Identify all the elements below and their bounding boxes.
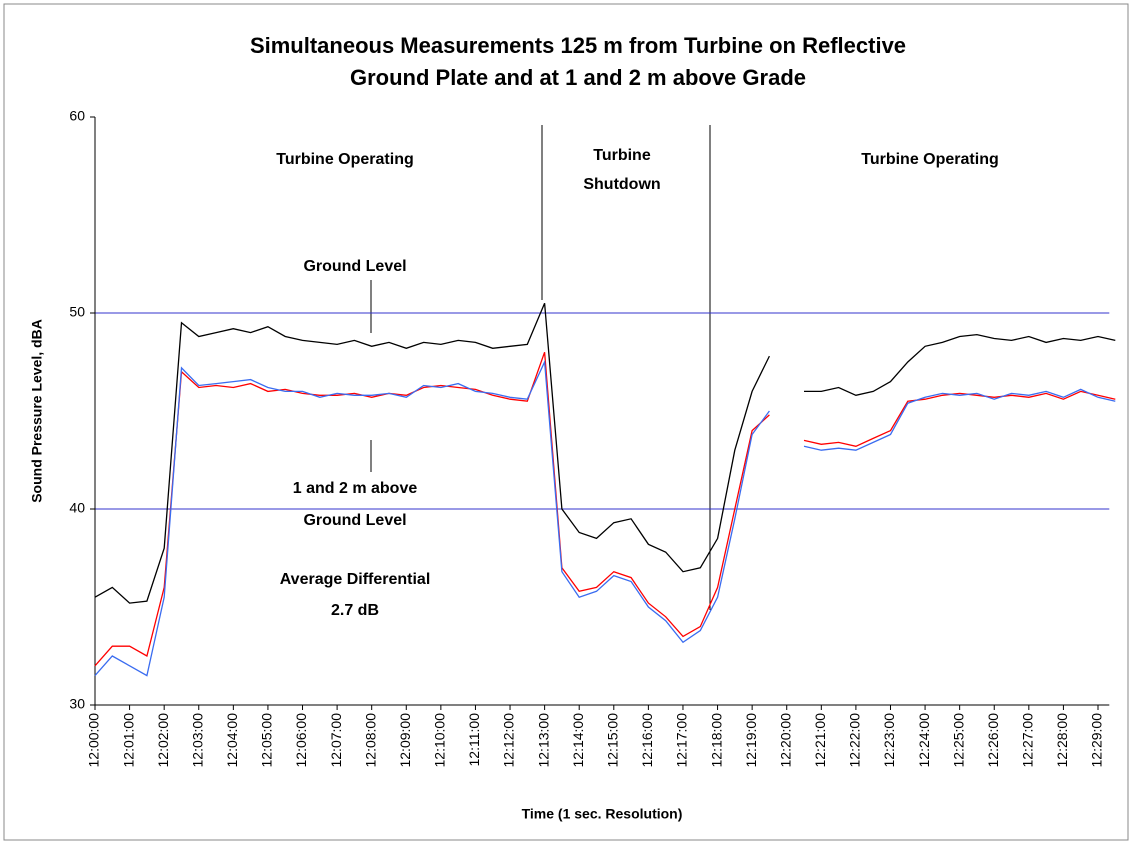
x-tick-label: 12:17:00 (674, 713, 690, 768)
annotation: Turbine (593, 147, 651, 164)
annotation: Turbine Operating (276, 151, 413, 168)
series-line (94, 359, 1116, 677)
annotation: Average Differential (280, 571, 431, 588)
x-tick-label: 12:12:00 (501, 713, 517, 768)
annotation: Shutdown (583, 176, 660, 193)
annotation: Turbine Operating (861, 151, 998, 168)
x-tick-label: 12:06:00 (293, 713, 309, 768)
x-tick-label: 12:24:00 (916, 713, 932, 768)
x-tick-label: 12:03:00 (189, 713, 205, 768)
x-tick-label: 12:16:00 (639, 713, 655, 768)
annotation: Ground Level (303, 512, 406, 529)
series-line (94, 302, 1116, 604)
x-tick-label: 12:13:00 (535, 713, 551, 768)
x-tick-label: 12:05:00 (259, 713, 275, 768)
x-tick-label: 12:28:00 (1054, 713, 1070, 768)
x-tick-label: 12:14:00 (570, 713, 586, 768)
x-tick-label: 12:07:00 (328, 713, 344, 768)
x-tick-label: 12:09:00 (397, 713, 413, 768)
chart-title: Simultaneous Measurements 125 m from Tur… (250, 33, 906, 58)
chart-title: Ground Plate and at 1 and 2 m above Grad… (350, 65, 806, 90)
x-tick-label: 12:23:00 (881, 713, 897, 768)
x-axis-label: Time (1 sec. Resolution) (522, 806, 683, 822)
x-tick-label: 12:19:00 (743, 713, 759, 768)
x-tick-label: 12:25:00 (950, 713, 966, 768)
x-tick-label: 12:08:00 (362, 713, 378, 768)
y-tick-label: 40 (69, 500, 85, 516)
annotation: Ground Level (303, 258, 406, 275)
chart-border (3, 3, 1129, 841)
x-tick-label: 12:22:00 (847, 713, 863, 768)
x-tick-label: 12:11:00 (466, 713, 482, 767)
y-tick-label: 30 (69, 696, 85, 712)
annotation: 1 and 2 m above (293, 480, 418, 497)
x-tick-label: 12:20:00 (777, 713, 793, 768)
annotation: 2.7 dB (331, 602, 379, 619)
y-tick-label: 50 (69, 304, 85, 320)
x-tick-label: 12:29:00 (1089, 713, 1105, 768)
x-tick-label: 12:26:00 (985, 713, 1001, 768)
x-tick-label: 12:01:00 (120, 713, 136, 768)
x-tick-label: 12:18:00 (708, 713, 724, 768)
x-tick-label: 12:15:00 (604, 713, 620, 768)
x-tick-label: 12:27:00 (1020, 713, 1036, 768)
x-tick-label: 12:00:00 (86, 713, 102, 768)
x-tick-label: 12:02:00 (155, 713, 171, 768)
x-tick-label: 12:04:00 (224, 713, 240, 768)
y-tick-label: 60 (69, 108, 85, 124)
x-tick-label: 12:21:00 (812, 713, 828, 768)
x-tick-label: 12:10:00 (432, 713, 448, 768)
y-axis-label: Sound Pressure Level, dBA (29, 319, 45, 503)
